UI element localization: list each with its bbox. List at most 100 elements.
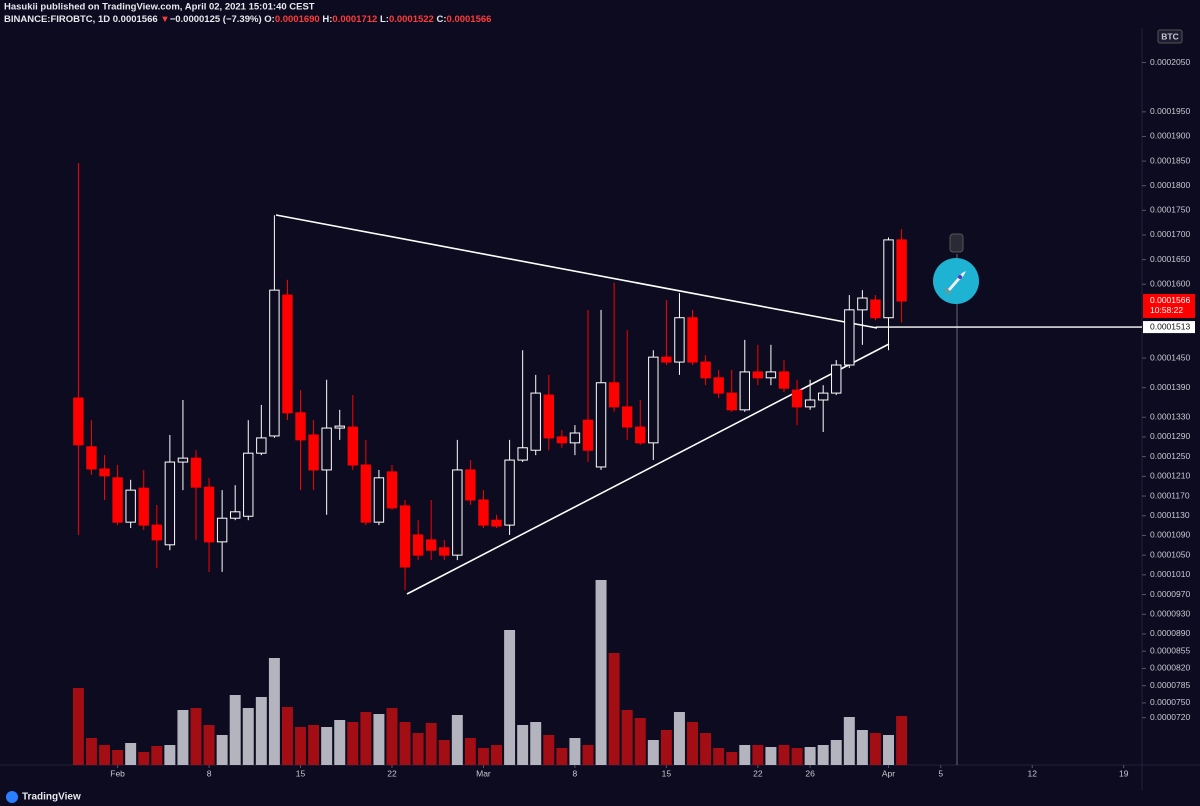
ohlc-key: H: [322, 14, 332, 25]
candle-body [543, 394, 554, 439]
y-tick-label: 0.0001250 [1150, 451, 1190, 461]
candle-body [530, 392, 541, 451]
volume-bar [673, 712, 685, 765]
y-tick-label: 0.0001800 [1150, 180, 1190, 190]
candle-body [844, 309, 855, 366]
candle-body [308, 434, 319, 471]
last-price-label: 0.0001566 [1150, 295, 1190, 305]
y-tick-label: 0.0000820 [1150, 663, 1190, 673]
volume-bar [373, 714, 385, 765]
candle-body [687, 317, 698, 363]
volume-bar [883, 735, 895, 765]
candle-body [648, 356, 659, 444]
y-tick-label: 0.0001900 [1150, 131, 1190, 141]
volume-bar [556, 748, 568, 765]
candle-body [138, 487, 149, 526]
volume-bar [765, 747, 777, 765]
x-tick-label: 5 [938, 768, 943, 778]
volume-bar [268, 658, 280, 765]
x-tick-label: 15 [296, 768, 306, 778]
volume-bar [399, 722, 411, 765]
candle-body [269, 289, 280, 437]
candle-body [478, 499, 489, 526]
candle-body [360, 464, 372, 523]
candle-body [151, 524, 163, 541]
candle-body [752, 371, 764, 379]
candle-body [321, 427, 332, 471]
volume-bar [464, 738, 476, 765]
change: −0.0000125 (−7.39%) [170, 14, 262, 25]
header-bar [0, 0, 1200, 28]
rocket-icon [933, 258, 979, 304]
volume-bar [817, 745, 829, 765]
volume-bar [896, 716, 908, 765]
y-tick-label: 0.0001700 [1150, 229, 1190, 239]
volume-bar [752, 745, 764, 765]
y-tick-label: 0.0001450 [1150, 352, 1190, 362]
ohlc-value: 0.0001566 [447, 14, 492, 25]
volume-bar [869, 733, 881, 765]
candle-body [491, 519, 502, 527]
volume-bar [138, 752, 150, 765]
x-tick-label: 22 [387, 768, 397, 778]
volume-bar [229, 695, 241, 765]
y-tick-label: 0.0001600 [1150, 278, 1190, 288]
candle-body [190, 457, 202, 488]
y-tick-label: 0.0001950 [1150, 106, 1190, 116]
y-tick-label: 0.0001850 [1150, 155, 1190, 165]
volume-bar [582, 745, 594, 765]
x-tick-label: Apr [882, 768, 895, 778]
candle-body [726, 392, 737, 411]
volume-bar [242, 708, 254, 765]
candle-body [595, 382, 607, 468]
volume-bar [321, 727, 333, 765]
candle-body [112, 477, 123, 523]
candle-body [674, 317, 685, 363]
y-tick-label: 0.0001130 [1150, 510, 1190, 520]
volume-bar [164, 745, 176, 765]
volume-bar [347, 722, 359, 765]
volume-bar [295, 727, 307, 765]
candle-body [831, 364, 842, 394]
volume-bar [700, 733, 712, 765]
currency: BTC [1161, 31, 1178, 41]
volume-bar [477, 748, 489, 765]
trend-line [275, 214, 878, 329]
author-line: Hasukii published on TradingView.com, Ap… [4, 2, 315, 13]
candle-body [177, 457, 189, 463]
candle-body [229, 511, 241, 519]
candle-body [125, 489, 136, 523]
candle-body [791, 389, 803, 408]
candle-body [282, 294, 293, 414]
candle-body [635, 426, 646, 444]
y-tick-label: 0.0000750 [1150, 697, 1190, 707]
candle-body [334, 425, 345, 429]
volume-bar [713, 748, 725, 765]
volume-bar [99, 745, 111, 765]
candle-body [517, 447, 528, 461]
candle-body [439, 547, 450, 556]
candle-body [256, 437, 267, 454]
volume-bar [72, 688, 84, 765]
candle-body [713, 377, 724, 394]
arrow: ▼ [160, 14, 169, 25]
candle-body [608, 382, 620, 408]
volume-bar [308, 725, 320, 765]
candle-body [216, 517, 228, 543]
symbol-line: BINANCE:FIROBTC, 1D 0.0001566 ▼−0.000012… [4, 14, 491, 25]
candle-body [243, 452, 254, 517]
currency-box [1157, 29, 1183, 44]
volume-bar [281, 707, 293, 765]
symbol: BINANCE:FIROBTC, 1D [4, 14, 110, 25]
volume-bar [569, 738, 581, 765]
candle-body [556, 436, 568, 444]
volume-bar [334, 720, 346, 765]
trend-line [406, 343, 890, 595]
candle-body [73, 397, 84, 446]
volume-bar [791, 748, 803, 765]
volume-bar [203, 725, 215, 765]
volume-bar [425, 723, 437, 765]
candle-body [99, 468, 110, 477]
